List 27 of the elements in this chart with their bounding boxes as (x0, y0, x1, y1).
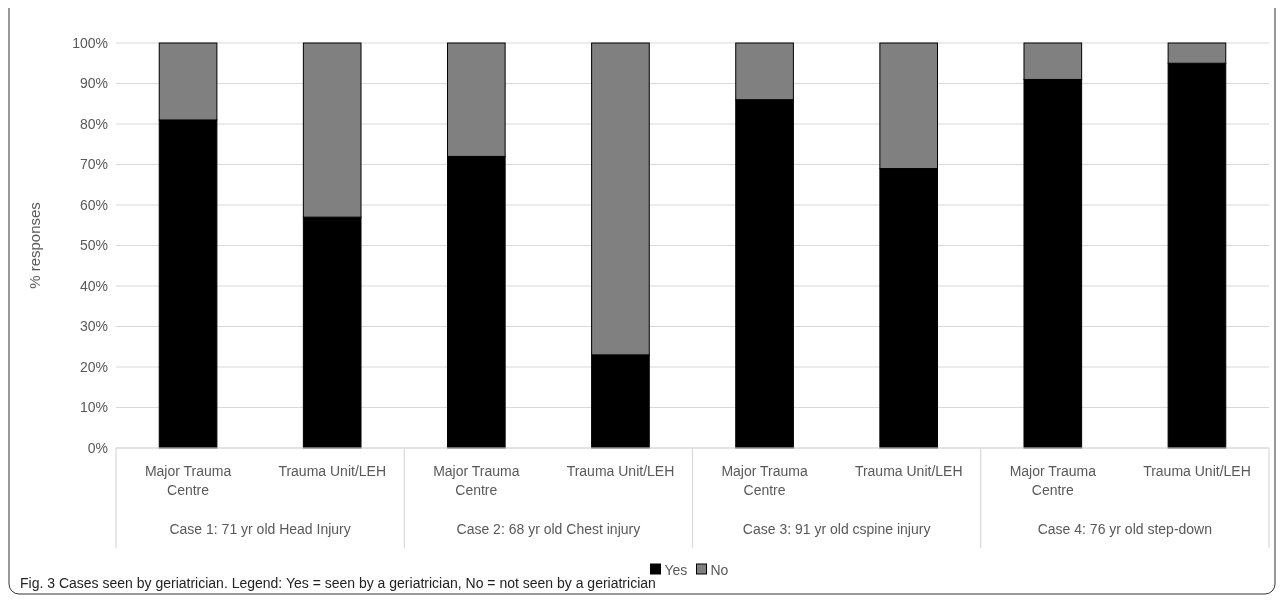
y-tick-label: 80% (79, 115, 108, 132)
text: Case 2: 68 yr old Chest injury (456, 521, 641, 537)
y-tick-label: 50% (79, 237, 108, 254)
y-tick-label: 20% (79, 358, 108, 375)
x-tick-label: Trauma Unit/LEH (854, 463, 963, 479)
x-tick-label: Trauma Unit/LEH (566, 463, 675, 479)
y-tick-label: 60% (79, 196, 108, 213)
x-tick-label: Major Trauma Centre (433, 463, 520, 498)
y-tick-label: 10% (79, 399, 108, 416)
y-tick-label: 0% (87, 439, 108, 456)
legend-label: Yes (664, 561, 688, 578)
y-tick-label: 100% (72, 34, 108, 51)
legend-label: No (710, 561, 729, 578)
y-axis-title: % responses (26, 202, 43, 289)
y-tick-label: 90% (79, 75, 108, 92)
x-tick-label: Trauma Unit/LEH (278, 463, 386, 479)
y-tick-label: 70% (79, 156, 108, 173)
text: Fig. 3 Cases seen by geriatrician. Legend: Yes = seen by a geriatrician, No = not seen by a geriatrician (20, 575, 656, 591)
x-tick-label: Trauma Unit/LEH (1143, 463, 1251, 479)
x-tick-label: Major Trauma Centre (1009, 463, 1097, 498)
y-tick-label: 30% (79, 318, 108, 335)
y-tick-label: 40% (79, 277, 108, 294)
x-tick-label: Major Trauma Centre (721, 463, 808, 498)
text: Case 3: 91 yr old cspine injury (742, 521, 931, 537)
text: Case 4: 76 yr old step-down (1037, 521, 1213, 537)
text: Case 1: 71 yr old Head Injury (169, 521, 351, 537)
x-tick-label: Major Trauma Centre (144, 463, 232, 498)
